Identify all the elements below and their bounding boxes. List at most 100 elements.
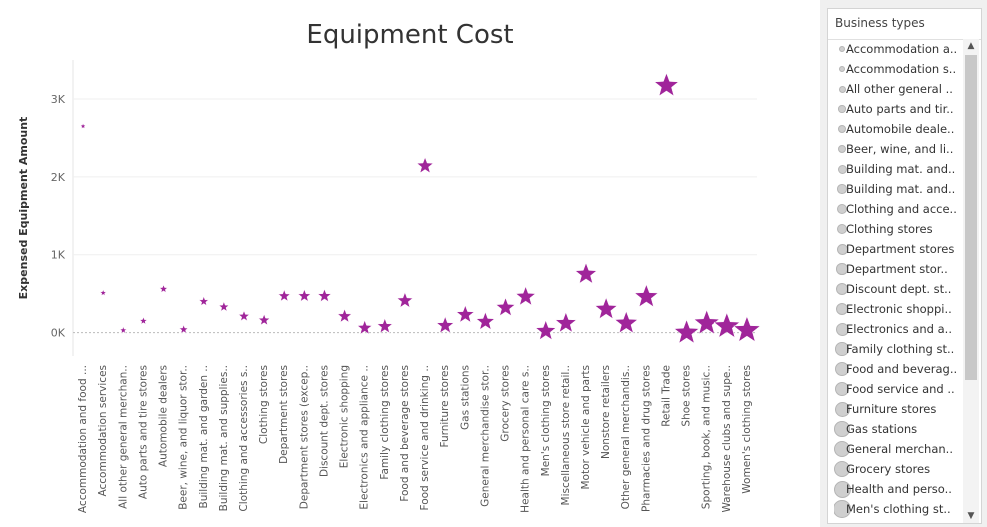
legend-label: Electronic shoppi.. [846,302,952,316]
legend-circle-icon [837,164,847,174]
legend-circle-icon [837,204,847,214]
chart-title: Equipment Cost [306,20,514,50]
legend-circle-icon [834,460,851,478]
legend-item[interactable]: Furniture stores [834,399,964,419]
data-point-star [693,309,720,335]
data-point-star [535,319,557,341]
data-point-star [673,319,700,344]
data-point-star [515,285,537,306]
legend-item[interactable]: Grocery stores [834,459,964,479]
x-tick-label: Grocery stores [500,365,512,442]
legend-label: Department stor.. [846,262,948,276]
x-tick-label: Retail Trade [660,365,672,427]
scroll-thumb[interactable] [965,55,977,380]
x-tick-label: Gas stations [459,365,471,430]
legend-item[interactable]: Family clothing st.. [834,339,964,359]
scroll-down-icon[interactable]: ▼ [967,511,975,521]
legend-item[interactable]: Men's clothing st.. [834,499,964,519]
data-point-star [653,72,680,97]
legend-item[interactable]: Clothing stores [834,219,964,239]
data-point-star [138,316,148,325]
legend-item[interactable]: Gas stations [834,419,964,439]
y-tick-label: 1K [51,249,66,262]
x-tick-label: Automobile dealers [158,365,170,467]
data-point-star [178,324,189,334]
legend-item[interactable]: Discount dept. st.. [834,279,964,299]
legend-scrollbar[interactable]: ▲ ▼ [963,39,979,523]
data-point-star [455,304,475,323]
legend-item[interactable]: Department stores [834,239,964,259]
legend-label: Building mat. and.. [846,182,956,196]
x-tick-label: Discount dept. stores [318,365,330,477]
x-tick-label: Building mat. and garden .. [198,365,210,509]
legend-circle-icon [834,381,850,397]
legend-item[interactable]: Auto parts and tir.. [834,99,964,119]
data-point-star [396,291,414,308]
x-tick-label: Shoe stores [681,365,693,427]
x-tick-label: Electronics and appliance .. [359,365,371,510]
legend-circle-icon [836,283,848,295]
legend-label: Clothing stores [846,222,933,236]
data-point-star [574,262,598,284]
legend-item[interactable]: Food and beverag.. [834,359,964,379]
legend-label: Automobile deale.. [846,122,955,136]
x-tick-label: Electronic shopping [339,365,351,468]
data-point-star [356,319,373,335]
legend-item[interactable]: Building mat. and.. [834,159,964,179]
legend-label: Discount dept. st.. [846,282,952,296]
legend-panel: Business types Accommodation a.. Accommod… [827,8,982,524]
legend-item[interactable]: All other general .. [834,79,964,99]
legend-item[interactable]: Beer, wine, and li.. [834,139,964,159]
data-point-star [554,311,577,333]
legend-label: Electronics and a.. [846,322,952,336]
legend-label: Beer, wine, and li.. [846,142,954,156]
legend-item[interactable]: Building mat. and.. [834,179,964,199]
legend-item[interactable]: Clothing and acce.. [834,199,964,219]
legend-item[interactable]: Electronic shoppi.. [834,299,964,319]
legend-item[interactable]: Health and perso.. [834,479,964,499]
data-point-star [158,283,169,294]
legend-circle-icon [835,362,849,376]
x-tick-label: Building mat. and supplies.. [218,365,230,511]
legend-circle-icon [834,401,850,417]
data-point-star [99,288,108,297]
legend-label: Food and beverag.. [846,362,958,376]
scroll-up-icon[interactable]: ▲ [967,41,975,51]
legend-label: Department stores [846,242,955,256]
legend-circle-icon [836,263,848,275]
data-point-star [594,296,618,320]
legend-item[interactable]: Accommodation a.. [834,39,964,59]
legend-item[interactable]: Accommodation s.. [834,59,964,79]
x-tick-label: Accommodation services [97,365,109,496]
legend-item[interactable]: General merchan.. [834,439,964,459]
legend-label: Food service and .. [846,382,955,396]
data-point-star [198,295,210,307]
data-point-star [435,315,455,334]
x-tick-label: Clothing and accessories s.. [238,365,250,512]
data-point-star [317,288,332,303]
legend-label: Accommodation s.. [846,62,957,76]
y-tick-label: 0K [51,327,66,340]
legend-label: Men's clothing st.. [846,502,951,516]
x-tick-label: Food and beverage stores [399,365,411,502]
legend-label: General merchan.. [846,442,953,456]
x-tick-label: Other general merchandis.. [620,365,632,509]
legend-item[interactable]: Department stor.. [834,259,964,279]
data-point-star [713,312,741,338]
y-axis-label: Expensed Equipment Amount [17,117,30,300]
legend-circle-icon [838,125,846,133]
legend-item[interactable]: Automobile deale.. [834,119,964,139]
data-point-star [733,315,761,343]
legend-item[interactable]: Food service and .. [834,379,964,399]
x-tick-label: Pharmacies and drug stores [640,365,652,512]
legend-circle-icon [834,500,851,518]
legend-title: Business types [835,16,925,30]
legend-circle-icon [837,184,847,194]
x-tick-label: Health and personal care s.. [520,365,532,513]
legend-label: Grocery stores [846,462,931,476]
data-point-star [119,325,128,334]
x-tick-label: Nonstore retailers [600,365,612,459]
x-tick-label: General merchandise stor.. [479,365,491,507]
legend-item[interactable]: Electronics and a.. [834,319,964,339]
legend-circle-icon [837,144,847,154]
